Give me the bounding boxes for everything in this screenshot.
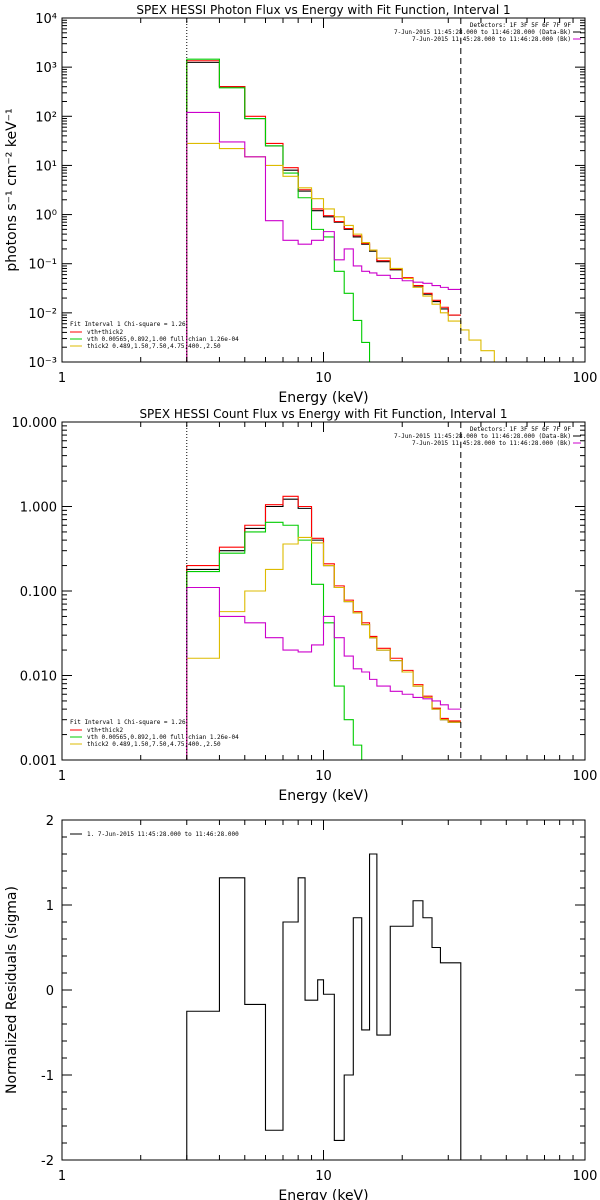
y-tick-label: 10⁻³ <box>28 356 57 371</box>
chart-title: SPEX HESSI Count Flux vs Energy with Fit… <box>139 407 507 421</box>
series-line-3 <box>186 58 377 362</box>
legend-entry: vth 0.00565,0.892,1.00 full chian 1.26e-… <box>87 336 239 343</box>
legend-entry: vth 0.00565,0.892,1.00 full chian 1.26e-… <box>87 734 239 741</box>
legend-header: Fit Interval 1 Chi-square = 1.26 <box>70 719 186 726</box>
series-line-5 <box>186 111 461 362</box>
chart-panel-2: 1 10 100 0.001 0.010 0.100 1.000 10.000 SPEX HES… <box>12 407 598 804</box>
x-tick-label: 10 <box>315 371 332 386</box>
series-line-4 <box>186 536 461 760</box>
chart-panel-1: 1 10 100 10⁻³ 10⁻² 10⁻¹ 10⁰ 10¹ 10² 10³ 10⁴ SPEX HE… <box>4 3 597 406</box>
y-tick-label: 10⁰ <box>35 209 57 224</box>
y-tick-label: -2 <box>41 1154 54 1169</box>
y-tick-label: 1.000 <box>20 501 57 516</box>
x-tick-label: 1 <box>58 371 66 386</box>
x-tick-label: 100 <box>573 769 598 784</box>
y-tick-label: 1 <box>46 899 54 914</box>
legend-entry: 7-Jun-2015 11:45:28.000 to 11:46:28.000 … <box>394 29 571 36</box>
x-tick-label: 1 <box>58 769 66 784</box>
legend-entry: Detectors: 1F 3F 5F 6F 7F 9F <box>470 426 572 433</box>
chart-title: SPEX HESSI Photon Flux vs Energy with Fi… <box>136 3 510 17</box>
legend-entry: vth+thick2 <box>87 329 124 336</box>
series-line-5 <box>186 586 461 760</box>
x-axis-label: Energy (keV) <box>278 1188 368 1200</box>
legend-entry: 1. 7-Jun-2015 11:45:28.000 to 11:46:28.0… <box>87 831 239 838</box>
legend-entry: thick2 0.489,1.50,7.50,4.75,400.,2.50 <box>87 343 221 350</box>
y-tick-label: 10.000 <box>12 416 58 431</box>
y-tick-label: 10² <box>35 110 57 125</box>
x-tick-label: 1 <box>58 1169 66 1184</box>
x-axis-label: Energy (keV) <box>278 788 368 804</box>
legend-entry: vth+thick2 <box>87 727 124 734</box>
y-tick-label: 10⁻¹ <box>28 258 57 273</box>
legend-header: Fit Interval 1 Chi-square = 1.26 <box>70 321 186 328</box>
x-tick-label: 100 <box>573 371 598 386</box>
series-line-4 <box>186 142 507 362</box>
chart-panel-3: 1 10 100 -2 -1 0 1 2 Energy (keV) Normalized Resi… <box>4 814 597 1200</box>
y-tick-label: -1 <box>41 1069 54 1084</box>
series-line-1 <box>186 853 462 1160</box>
y-tick-label: 10¹ <box>35 159 57 174</box>
y-tick-label: 0 <box>46 984 54 999</box>
series-line-2 <box>186 60 461 362</box>
y-tick-label: 10⁻² <box>28 307 57 322</box>
legend-entry: 7-Jun-2015 11:45:28.000 to 11:46:28.000 … <box>394 433 571 440</box>
legend-entry: 7-Jun-2015 11:45:28.000 to 11:46:28.000 … <box>412 36 571 43</box>
y-tick-label: 0.100 <box>20 585 57 600</box>
legend-entry: Detectors: 1F 3F 5F 6F 7F 9F <box>470 22 572 29</box>
x-tick-label: 100 <box>573 1169 598 1184</box>
plot-frame <box>61 17 586 363</box>
y-tick-label: 0.001 <box>20 754 57 769</box>
series-line-3 <box>186 521 370 760</box>
y-tick-label: 0.010 <box>20 670 57 685</box>
x-axis-label: Energy (keV) <box>278 390 368 406</box>
x-tick-label: 10 <box>315 1169 332 1184</box>
x-tick-label: 10 <box>315 769 332 784</box>
legend-entry: thick2 0.489,1.50,7.50,4.75,400.,2.50 <box>87 741 221 748</box>
y-axis-label: Normalized Residuals (sigma) <box>4 886 20 1094</box>
y-tick-label: 2 <box>46 814 54 829</box>
y-axis-label: photons s⁻¹ cm⁻² keV⁻¹ <box>4 108 20 271</box>
y-tick-label: 10³ <box>35 61 57 76</box>
y-tick-label: 10⁴ <box>35 12 57 27</box>
legend-entry: 7-Jun-2015 11:45:28.000 to 11:46:28.000 … <box>412 440 571 447</box>
